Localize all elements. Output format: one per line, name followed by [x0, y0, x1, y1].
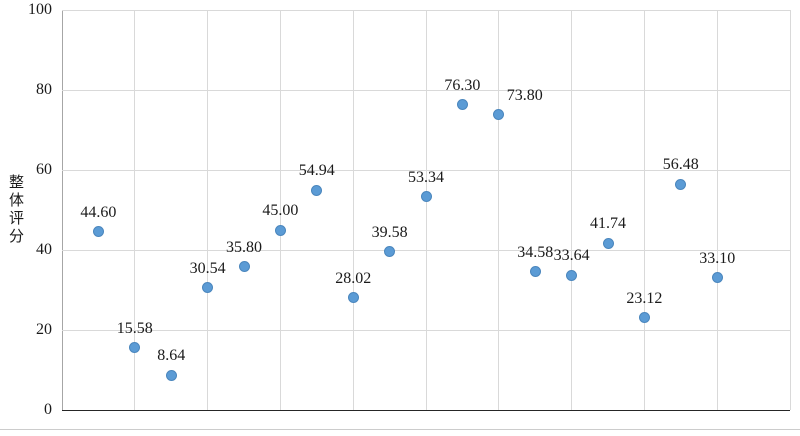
vertical-gridline	[643, 10, 645, 410]
horizontal-gridline	[62, 9, 790, 11]
data-label: 73.80	[506, 86, 543, 104]
data-point	[493, 109, 505, 121]
vertical-gridline	[134, 10, 136, 410]
data-point	[92, 226, 104, 238]
data-label: 30.54	[189, 259, 226, 277]
vertical-gridline	[789, 10, 791, 410]
data-point	[711, 272, 723, 284]
data-label: 15.58	[116, 319, 153, 337]
y-tick-label: 80	[36, 81, 52, 98]
data-point	[384, 246, 396, 258]
horizontal-gridline	[62, 89, 790, 91]
data-label: 45.00	[262, 202, 299, 219]
y-axis-title: 整体评分	[7, 174, 23, 246]
vertical-gridline	[207, 10, 209, 410]
data-point	[456, 99, 468, 111]
data-point	[420, 191, 432, 203]
data-label: 23.12	[626, 289, 663, 307]
data-point	[202, 282, 214, 294]
y-tick-label: 20	[36, 321, 52, 338]
vertical-gridline	[498, 10, 500, 410]
data-label: 34.58	[517, 243, 554, 261]
data-label: 28.02	[335, 269, 372, 287]
data-label: 33.10	[699, 249, 736, 267]
data-label: 39.58	[371, 223, 408, 241]
bottom-divider	[0, 429, 800, 430]
data-point	[129, 342, 141, 354]
y-axis-line	[61, 10, 63, 410]
data-label: 76.30	[444, 76, 481, 94]
data-point	[529, 266, 541, 278]
data-label: 35.80	[226, 238, 262, 256]
x-axis-line	[62, 409, 790, 411]
data-label: 54.94	[298, 162, 335, 180]
data-label: 44.60	[80, 203, 117, 221]
y-tick-label: 40	[36, 241, 52, 258]
y-tick-label: 100	[28, 1, 52, 18]
data-point	[238, 261, 250, 273]
y-tick-label: 60	[36, 161, 52, 178]
vertical-gridline	[279, 10, 281, 410]
vertical-gridline	[571, 10, 573, 410]
vertical-gridline	[425, 10, 427, 410]
vertical-gridline	[716, 10, 718, 410]
horizontal-gridline	[62, 169, 790, 171]
data-label: 53.34	[408, 168, 444, 186]
data-point	[675, 178, 687, 190]
data-label: 33.64	[553, 247, 590, 265]
data-point	[311, 184, 323, 196]
data-point	[347, 292, 359, 304]
data-point	[566, 269, 578, 281]
y-tick-label: 0	[44, 401, 52, 418]
data-label: 56.48	[662, 156, 699, 174]
data-point	[165, 369, 177, 381]
vertical-gridline	[352, 10, 354, 410]
data-point	[274, 224, 286, 236]
data-point	[602, 237, 614, 249]
data-point	[638, 312, 650, 324]
horizontal-gridline	[62, 249, 790, 251]
data-label: 41.74	[590, 215, 626, 233]
data-label: 8.64	[157, 347, 186, 365]
horizontal-gridline	[62, 329, 790, 331]
